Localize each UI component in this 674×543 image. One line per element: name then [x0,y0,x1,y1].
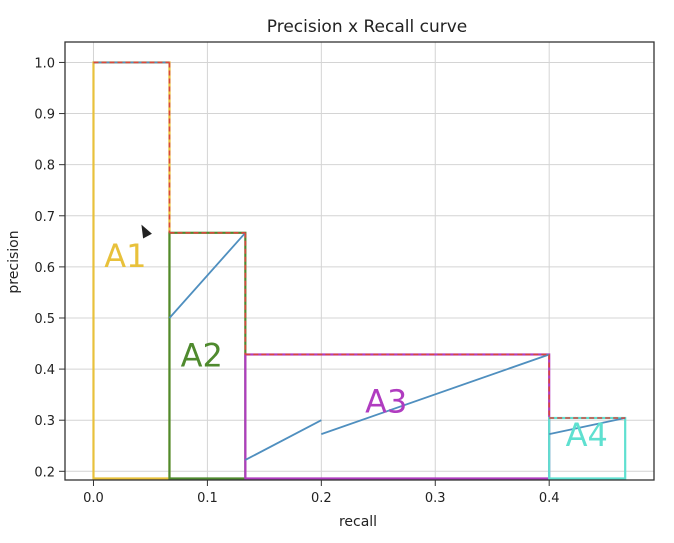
area-label-a1: A1 [104,237,146,275]
area-label-a3: A3 [365,383,407,421]
chart-title: Precision x Recall curve [267,17,467,37]
y-tick-label: 0.4 [34,363,55,378]
grid-lines [65,42,654,480]
curve-segment [321,353,550,436]
area-labels: A1 A2 A3 A4 [104,237,608,454]
y-tick-label: 0.9 [34,108,55,123]
area-rectangles [92,61,627,480]
plot-frame [64,41,655,481]
area-label-a2: A2 [181,337,223,375]
y-tick-label: 0.8 [34,159,55,174]
x-tick-label: 0.4 [539,491,560,506]
area-rect-a3 [244,353,551,480]
y-tick-label: 0.3 [34,414,55,429]
axis-ticks: 0.0 0.1 0.2 0.3 0.4 0.2 0.3 0.4 0.5 0.6 0.7 0.8 0.9 1… [34,56,559,506]
curve-segment [244,419,322,461]
curve-segment [168,232,247,319]
x-tick-label: 0.3 [425,491,446,506]
curve-segment [549,417,626,436]
interpolated-envelope [93,61,626,419]
y-tick-label: 1.0 [34,56,55,71]
x-tick-label: 0.1 [197,491,218,506]
y-tick-label: 0.6 [34,261,55,276]
area-label-a4: A4 [566,416,608,454]
y-tick-label: 0.2 [34,465,55,480]
y-tick-label: 0.5 [34,312,55,327]
y-tick-label: 0.7 [34,210,55,225]
x-tick-label: 0.2 [311,491,332,506]
x-axis-label: recall [339,514,377,530]
area-rect-a4 [548,416,627,480]
y-axis-label: precision [6,230,22,293]
precision-curve [93,61,626,461]
x-tick-label: 0.0 [83,491,104,506]
